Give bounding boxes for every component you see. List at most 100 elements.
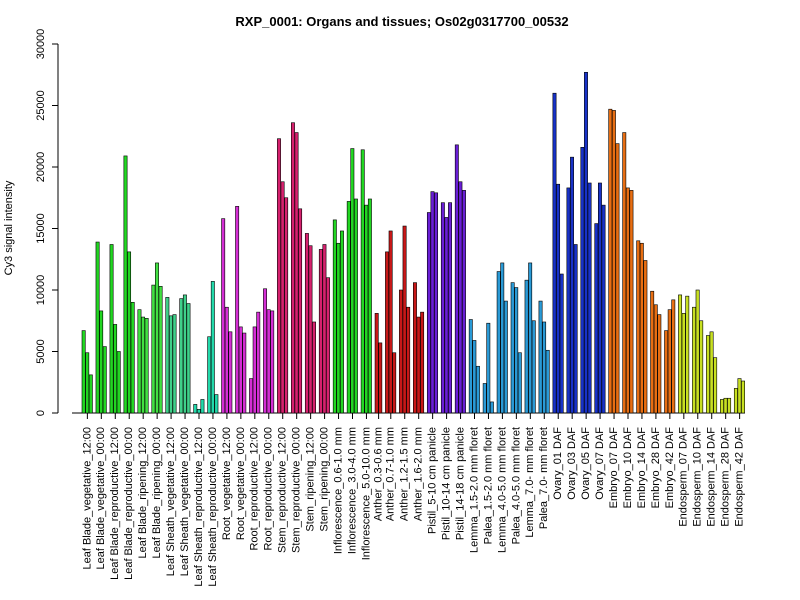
bar	[500, 262, 505, 414]
bar	[221, 218, 226, 414]
bar	[266, 309, 271, 414]
bar	[524, 279, 529, 414]
bar	[475, 365, 480, 414]
bar	[85, 352, 90, 414]
bar	[130, 301, 135, 414]
bar	[284, 197, 289, 414]
bar	[332, 219, 337, 414]
bar	[556, 183, 561, 414]
x-tick-label: Leaf Sheath_reproductive_12:00	[193, 427, 205, 587]
bar	[594, 223, 599, 414]
bar	[597, 182, 602, 414]
bar	[692, 306, 696, 414]
bar	[378, 342, 383, 414]
bar	[210, 281, 215, 414]
category-labels: Leaf Blade_vegetative_12:00 Leaf Blade_ve…	[81, 427, 745, 587]
bar	[713, 357, 718, 414]
bar	[270, 310, 275, 414]
bar	[472, 340, 477, 414]
bar	[462, 190, 466, 414]
bar	[109, 244, 114, 414]
x-tick-label: Ovary_01 DAF	[552, 427, 564, 500]
y-tick-label: 25000	[35, 90, 47, 121]
bar	[545, 349, 550, 414]
x-tick-label: Endosperm_28 DAF	[720, 427, 732, 527]
bar	[318, 249, 323, 414]
bar	[678, 294, 683, 414]
y-tick-label: 10000	[35, 275, 47, 306]
x-tick-label: Palea_4.0-5.0 mm floret	[510, 427, 522, 544]
bar	[207, 336, 212, 414]
bar	[95, 241, 100, 414]
bar	[629, 190, 634, 414]
bar	[312, 321, 317, 414]
bar	[336, 242, 341, 414]
bar	[291, 122, 295, 414]
bar	[625, 187, 630, 414]
bar	[172, 314, 177, 414]
bar	[137, 309, 142, 414]
x-tick-label: Anther_1.2-1.5 mm	[399, 427, 411, 521]
bar	[340, 230, 344, 414]
bar	[182, 294, 187, 414]
bar	[165, 297, 170, 414]
x-tick-label: Anther_0.7-1.0 mm	[385, 427, 397, 521]
x-tick-label: Leaf Blade_vegetative_00:00	[95, 427, 107, 570]
x-tick-label: Leaf Blade_vegetative_12:00	[81, 427, 93, 570]
bar	[667, 309, 672, 414]
bar	[346, 201, 351, 414]
x-tick-label: Leaf Blade_reproductive_00:00	[123, 427, 135, 580]
bar	[144, 317, 149, 414]
bar	[151, 284, 156, 414]
bar	[179, 298, 184, 414]
bar	[304, 233, 309, 414]
x-tick-label: Ovary_03 DAF	[566, 427, 578, 500]
x-tick-label: Endosperm_10 DAF	[692, 427, 704, 527]
bar	[636, 240, 641, 414]
x-tick-label: Stem_reproductive_12:00	[277, 427, 289, 553]
bar	[741, 380, 745, 414]
bar	[294, 132, 299, 414]
bar	[573, 244, 578, 414]
bar	[706, 335, 710, 414]
bar	[263, 288, 267, 414]
bar	[486, 322, 491, 414]
x-tick-label: Inflorescence_0.6-1.0 mm	[332, 427, 344, 554]
bar	[196, 409, 201, 414]
bar	[141, 316, 145, 414]
x-tick-label: Leaf Blade_reproductive_12:00	[109, 427, 121, 580]
bar	[123, 155, 128, 414]
bar	[298, 208, 303, 414]
x-tick-label: Stem_ripening_12:00	[305, 427, 317, 532]
x-tick-label: Lemma_7.0- mm floret	[524, 427, 536, 538]
bar	[235, 206, 240, 414]
bar	[615, 143, 620, 414]
bar	[280, 181, 285, 414]
bar	[720, 399, 724, 414]
bar	[528, 262, 533, 414]
y-tick-label: 5000	[35, 339, 47, 363]
x-tick-label: Pistil_14-18 cm panicle	[454, 427, 466, 540]
bar	[685, 295, 690, 414]
bar	[256, 311, 261, 414]
x-tick-label: Embryo_28 DAF	[650, 427, 662, 509]
y-tick-label: 0	[35, 410, 47, 416]
x-tick-label: Inflorescence_3.0-4.0 mm	[346, 427, 358, 554]
bar	[695, 289, 700, 414]
x-tick-label: Embryo_07 DAF	[608, 427, 620, 509]
bar	[496, 271, 501, 414]
bar	[99, 310, 104, 414]
bar	[193, 404, 198, 414]
bar	[444, 217, 449, 414]
bar	[723, 397, 728, 414]
bar	[664, 330, 669, 414]
x-tick-label: Leaf Blade_ripening_00:00	[151, 427, 163, 559]
x-tick-label: Pistil_10-14 cm panicle	[441, 427, 453, 540]
bar	[538, 300, 543, 414]
bar	[671, 299, 676, 414]
bar	[440, 202, 445, 414]
bar	[434, 192, 439, 414]
bar	[622, 132, 627, 414]
bar	[681, 313, 686, 414]
bar	[517, 352, 522, 414]
